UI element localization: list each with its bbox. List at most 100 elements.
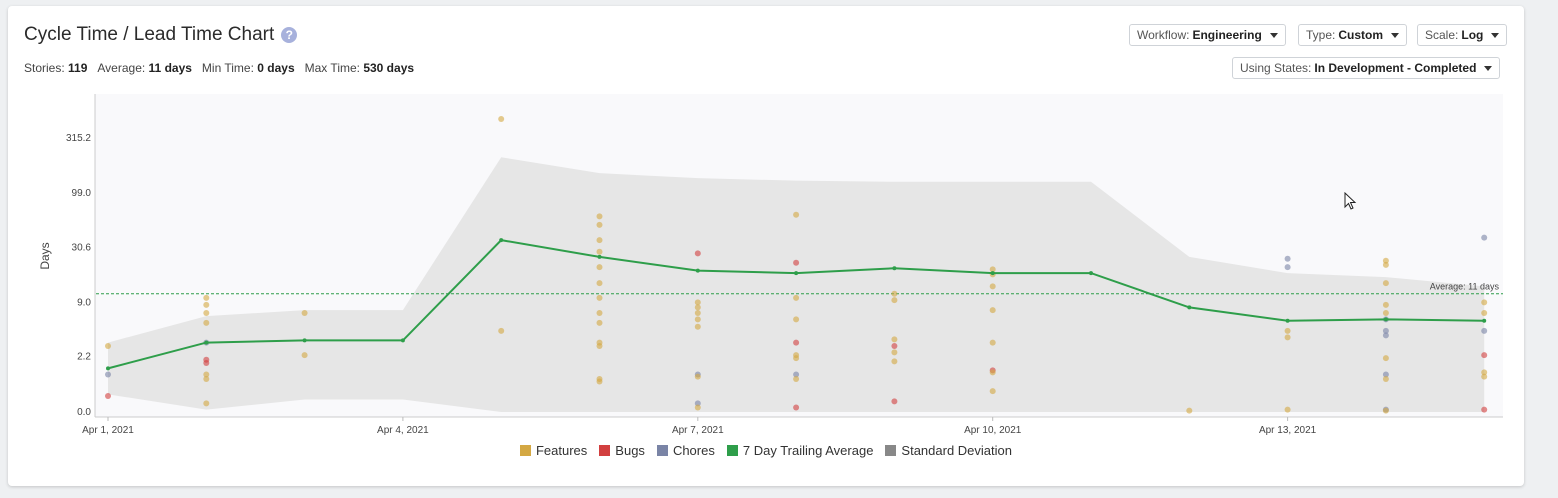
type-dropdown[interactable]: Type: Custom bbox=[1298, 24, 1408, 46]
data-point bbox=[793, 404, 800, 411]
data-point bbox=[1382, 261, 1389, 268]
average-label: Average: 11 days bbox=[1430, 282, 1500, 292]
data-point bbox=[694, 400, 701, 407]
y-axis-label: Days bbox=[38, 242, 52, 269]
stat-average: Average: 11 days bbox=[97, 61, 192, 75]
data-point bbox=[105, 392, 111, 399]
data-point bbox=[1382, 355, 1389, 362]
data-point bbox=[1481, 352, 1488, 359]
title-row: Cycle Time / Lead Time Chart ? bbox=[24, 24, 298, 46]
help-icon[interactable]: ? bbox=[281, 27, 298, 43]
y-tick-label: 99.0 bbox=[72, 188, 92, 199]
stat-min-time: Min Time: 0 days bbox=[201, 61, 295, 75]
data-point bbox=[1481, 310, 1488, 317]
data-point bbox=[301, 352, 308, 359]
data-point bbox=[1382, 280, 1389, 287]
data-point bbox=[989, 369, 996, 376]
data-point bbox=[1284, 255, 1291, 262]
data-point bbox=[301, 310, 308, 317]
trailing-average-point bbox=[794, 271, 799, 276]
data-point bbox=[203, 376, 210, 383]
chart-card: Cycle Time / Lead Time Chart ? Stories: … bbox=[8, 6, 1524, 486]
stat-max-time: Max Time: 530 days bbox=[304, 61, 415, 75]
data-point bbox=[793, 376, 800, 383]
data-point bbox=[989, 307, 996, 314]
trailing-average-point bbox=[597, 254, 602, 259]
data-point bbox=[694, 310, 701, 317]
data-point bbox=[1481, 299, 1488, 306]
legend-bugs[interactable]: Bugs bbox=[599, 443, 645, 458]
data-point bbox=[203, 301, 210, 308]
legend-features[interactable]: Features bbox=[519, 443, 587, 458]
data-point bbox=[694, 304, 701, 311]
data-point bbox=[203, 319, 210, 326]
data-point bbox=[793, 259, 800, 266]
data-point bbox=[203, 400, 210, 407]
data-point bbox=[694, 323, 701, 330]
data-point bbox=[793, 211, 800, 218]
data-point bbox=[203, 359, 210, 366]
trailing-average-point bbox=[695, 268, 700, 273]
legend-swatch bbox=[656, 445, 668, 456]
data-point bbox=[694, 250, 701, 257]
legend-swatch bbox=[519, 445, 531, 456]
legend-trailing-average[interactable]: 7 Day Trailing Average bbox=[726, 443, 873, 458]
x-tick-label: Apr 1, 2021 bbox=[82, 425, 134, 436]
trailing-average-point bbox=[892, 266, 897, 271]
x-tick-label: Apr 13, 2021 bbox=[1259, 425, 1317, 436]
stats-bar: Stories: 119 Average: 11 days Min Time: … bbox=[24, 61, 414, 75]
scale-dropdown[interactable]: Scale: Log bbox=[1417, 24, 1508, 46]
data-point bbox=[1382, 327, 1389, 334]
data-point bbox=[1481, 373, 1488, 380]
chevron-down-icon bbox=[1391, 32, 1400, 38]
data-point bbox=[891, 336, 898, 343]
data-point bbox=[596, 310, 603, 317]
chevron-down-icon bbox=[1484, 65, 1493, 71]
legend-swatch bbox=[885, 445, 897, 456]
data-point bbox=[1382, 301, 1389, 308]
trailing-average-point bbox=[204, 340, 209, 345]
data-point bbox=[203, 294, 210, 301]
data-point bbox=[1284, 406, 1291, 413]
data-point bbox=[596, 221, 603, 228]
legend-swatch bbox=[599, 445, 611, 456]
page-title: Cycle Time / Lead Time Chart bbox=[24, 24, 275, 45]
data-point bbox=[989, 266, 996, 273]
data-point bbox=[1382, 407, 1389, 414]
chart-legend: Features Bugs Chores 7 Day Trailing Aver… bbox=[8, 443, 1524, 458]
data-point bbox=[498, 116, 505, 123]
data-point bbox=[203, 371, 210, 378]
trailing-average-point bbox=[1089, 271, 1093, 276]
data-point bbox=[203, 310, 210, 317]
data-point bbox=[596, 213, 603, 220]
workflow-dropdown[interactable]: Workflow: Engineering bbox=[1129, 24, 1286, 46]
legend-standard-deviation[interactable]: Standard Deviation bbox=[885, 443, 1012, 458]
data-point bbox=[793, 339, 800, 346]
trailing-average-point bbox=[302, 338, 307, 343]
trailing-average-point bbox=[106, 366, 110, 371]
data-point bbox=[596, 248, 603, 255]
trailing-average-point bbox=[990, 271, 995, 276]
legend-chores[interactable]: Chores bbox=[656, 443, 715, 458]
data-point bbox=[793, 371, 800, 378]
y-tick-label: 2.2 bbox=[77, 352, 91, 363]
data-point bbox=[105, 343, 111, 350]
data-point bbox=[1382, 310, 1389, 317]
x-tick-label: Apr 4, 2021 bbox=[377, 425, 429, 436]
data-point bbox=[694, 373, 701, 380]
data-point bbox=[596, 294, 603, 301]
trailing-average-point bbox=[400, 338, 405, 343]
data-point bbox=[891, 343, 898, 350]
data-point bbox=[1186, 407, 1193, 414]
data-point bbox=[105, 371, 111, 378]
states-dropdown[interactable]: Using States: In Development - Completed bbox=[1232, 57, 1501, 79]
data-point bbox=[793, 316, 800, 323]
data-point bbox=[596, 237, 603, 244]
data-point bbox=[1382, 332, 1389, 339]
data-point bbox=[596, 264, 603, 271]
data-point bbox=[1481, 234, 1488, 241]
data-point bbox=[793, 355, 800, 362]
trailing-average-point bbox=[1482, 318, 1487, 323]
data-point bbox=[891, 297, 898, 304]
y-tick-label: 315.2 bbox=[66, 133, 91, 144]
